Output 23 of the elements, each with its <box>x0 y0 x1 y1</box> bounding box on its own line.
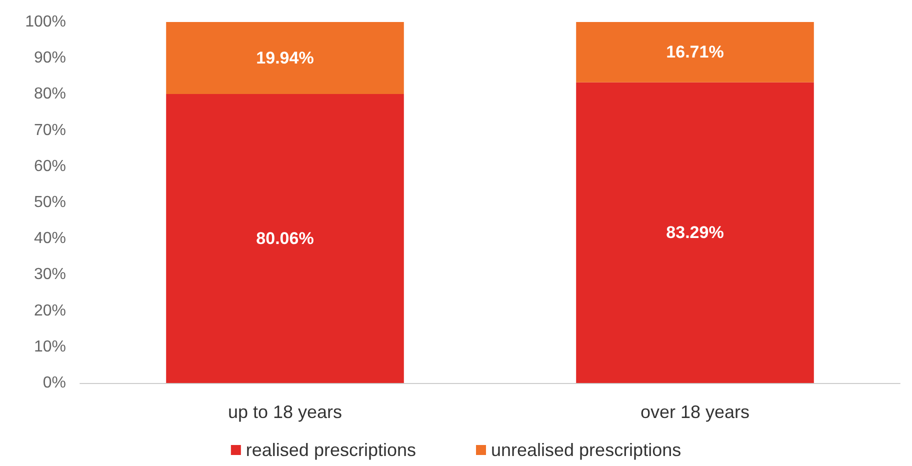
bar <box>576 82 814 383</box>
y-tick-label: 80% <box>34 86 66 103</box>
x-tick-label: up to 18 years <box>228 402 342 422</box>
y-tick-label: 0% <box>42 374 66 392</box>
data-label: 83.29% <box>666 223 724 242</box>
y-tick-label: 30% <box>34 266 66 284</box>
bar <box>576 22 814 82</box>
data-label: 16.71% <box>666 42 724 62</box>
data-label: 19.94% <box>256 48 314 68</box>
y-tick-label: 70% <box>34 122 66 139</box>
y-tick-label: 50% <box>34 194 66 211</box>
y-tick-label: 90% <box>34 50 66 67</box>
y-tick-label: 10% <box>34 338 66 356</box>
x-tick-label: over 18 years <box>640 402 750 422</box>
legend-label: realised prescriptions <box>246 440 416 460</box>
legend-label: unrealised prescriptions <box>490 440 682 460</box>
y-tick-label: 60% <box>34 158 66 175</box>
data-label: 80.06% <box>256 228 314 248</box>
bar <box>166 94 404 383</box>
y-tick-label: 40% <box>34 230 66 248</box>
y-tick-label: 20% <box>34 302 66 320</box>
y-tick-label: 100% <box>25 14 66 30</box>
bar <box>166 22 404 94</box>
